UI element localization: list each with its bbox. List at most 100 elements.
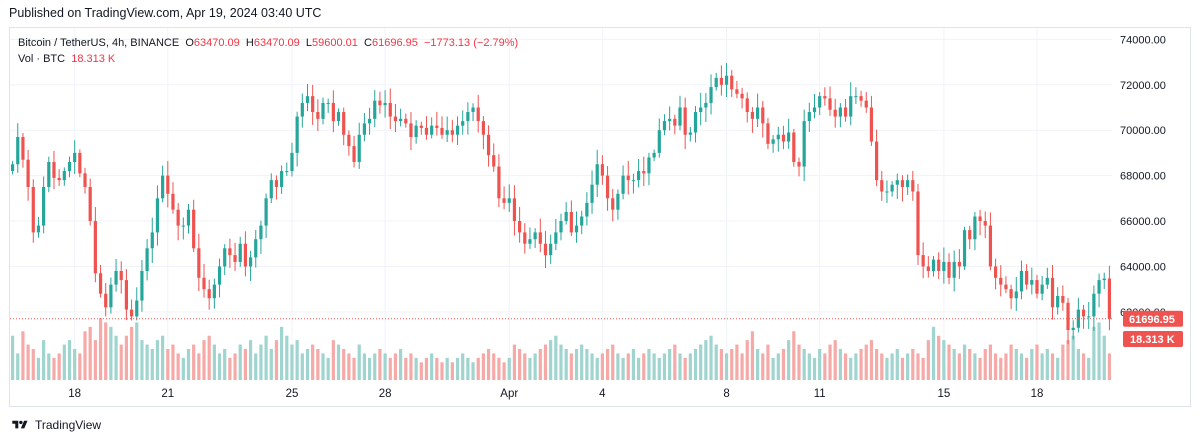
candle[interactable]	[631, 173, 636, 194]
candle[interactable]	[305, 83, 310, 112]
candle[interactable]	[471, 103, 475, 122]
candle[interactable]	[833, 98, 837, 128]
candle[interactable]	[393, 103, 398, 133]
candle[interactable]	[197, 233, 201, 292]
candle[interactable]	[21, 132, 25, 168]
candle[interactable]	[119, 261, 123, 294]
candle[interactable]	[176, 203, 180, 241]
candle[interactable]	[792, 128, 796, 167]
candle[interactable]	[590, 170, 594, 214]
candle[interactable]	[678, 95, 682, 131]
candle[interactable]	[135, 287, 139, 321]
candle[interactable]	[1061, 285, 1065, 311]
candle[interactable]	[993, 258, 998, 290]
candle[interactable]	[1050, 265, 1055, 320]
candle[interactable]	[52, 150, 56, 190]
candle[interactable]	[450, 119, 454, 143]
candle[interactable]	[906, 174, 910, 195]
candle[interactable]	[347, 130, 351, 156]
candle[interactable]	[254, 229, 258, 268]
candle[interactable]	[481, 116, 485, 150]
candle[interactable]	[900, 175, 905, 202]
candle[interactable]	[699, 92, 703, 126]
candle[interactable]	[502, 186, 506, 210]
candle[interactable]	[331, 90, 335, 133]
candle[interactable]	[574, 211, 579, 243]
candle[interactable]	[890, 181, 894, 197]
candle[interactable]	[352, 135, 356, 168]
candle[interactable]	[336, 108, 341, 126]
candle[interactable]	[916, 183, 920, 265]
candle[interactable]	[124, 269, 129, 321]
candle[interactable]	[228, 238, 232, 268]
candle[interactable]	[440, 116, 444, 139]
candle[interactable]	[761, 100, 765, 138]
candle[interactable]	[621, 165, 625, 200]
candle[interactable]	[409, 112, 413, 151]
candle[interactable]	[476, 94, 480, 133]
candle[interactable]	[968, 225, 972, 250]
candle[interactable]	[264, 193, 268, 239]
candle[interactable]	[248, 250, 253, 282]
candle[interactable]	[1014, 276, 1018, 311]
candle[interactable]	[424, 116, 429, 140]
candle[interactable]	[580, 210, 584, 235]
candle[interactable]	[787, 118, 791, 149]
candle[interactable]	[605, 166, 610, 211]
candle[interactable]	[554, 218, 558, 251]
candle[interactable]	[730, 70, 734, 97]
candle[interactable]	[1071, 320, 1075, 340]
candle[interactable]	[378, 91, 382, 114]
candle[interactable]	[161, 165, 165, 203]
candle[interactable]	[864, 92, 868, 113]
candle[interactable]	[300, 93, 304, 128]
candle[interactable]	[569, 200, 573, 236]
candle[interactable]	[523, 223, 527, 254]
candle[interactable]	[31, 179, 35, 243]
candle[interactable]	[911, 171, 915, 201]
candle[interactable]	[285, 162, 289, 176]
candle[interactable]	[217, 258, 222, 298]
candle[interactable]	[647, 152, 651, 186]
candle[interactable]	[461, 110, 465, 135]
candle[interactable]	[683, 97, 687, 150]
candle[interactable]	[637, 159, 641, 188]
candle[interactable]	[1097, 273, 1101, 308]
candle[interactable]	[10, 160, 15, 175]
candle[interactable]	[233, 242, 237, 271]
candle[interactable]	[295, 111, 299, 167]
candle[interactable]	[828, 86, 832, 116]
candle[interactable]	[709, 74, 713, 115]
candle[interactable]	[342, 107, 346, 146]
candle[interactable]	[838, 103, 842, 128]
candle[interactable]	[155, 185, 160, 246]
candle[interactable]	[952, 250, 956, 292]
candle[interactable]	[823, 87, 827, 106]
candle[interactable]	[207, 279, 211, 310]
candle[interactable]	[755, 93, 760, 128]
candle[interactable]	[714, 72, 718, 91]
candle[interactable]	[802, 109, 806, 181]
candle[interactable]	[937, 252, 941, 280]
candle[interactable]	[259, 220, 263, 254]
candle[interactable]	[104, 282, 108, 317]
candle[interactable]	[942, 247, 946, 284]
candle[interactable]	[528, 227, 532, 249]
candle[interactable]	[486, 125, 491, 167]
candle[interactable]	[849, 82, 853, 126]
candle[interactable]	[807, 102, 811, 132]
candle[interactable]	[652, 149, 656, 161]
candle[interactable]	[947, 253, 951, 285]
candle[interactable]	[326, 98, 330, 113]
candle[interactable]	[83, 167, 87, 194]
candle[interactable]	[166, 161, 170, 208]
candle[interactable]	[988, 212, 993, 271]
candle[interactable]	[771, 135, 775, 153]
candle[interactable]	[316, 99, 320, 132]
candle[interactable]	[362, 113, 367, 142]
candle[interactable]	[642, 156, 646, 187]
candle[interactable]	[357, 122, 361, 169]
candle[interactable]	[414, 120, 418, 144]
candle[interactable]	[445, 116, 449, 143]
candle[interactable]	[564, 202, 568, 225]
